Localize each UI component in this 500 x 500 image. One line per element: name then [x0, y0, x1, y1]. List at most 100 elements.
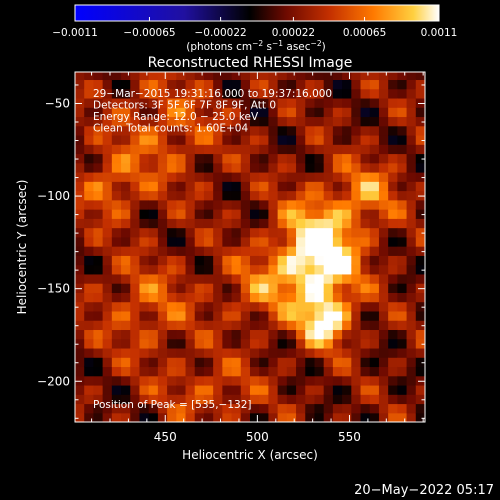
heatmap-cell: [139, 134, 150, 145]
heatmap-cell: [157, 125, 168, 136]
heatmap-cell: [323, 190, 334, 201]
heatmap-cell: [369, 283, 380, 293]
heatmap-cell: [231, 357, 242, 368]
heatmap-cell: [93, 153, 104, 164]
heatmap-cell: [415, 301, 425, 312]
heatmap-cell: [342, 384, 352, 395]
x-tick-label: 550: [338, 430, 361, 444]
heatmap-cell: [406, 181, 417, 192]
heatmap-cell: [75, 320, 85, 331]
heatmap-cell: [369, 218, 380, 229]
heatmap-cell: [259, 338, 270, 349]
heatmap-cell: [176, 394, 187, 405]
heatmap-cell: [369, 72, 380, 81]
heatmap-cell: [121, 394, 131, 405]
heatmap-cell: [148, 255, 159, 266]
heatmap-cell: [84, 375, 95, 386]
heatmap-cell: [323, 384, 334, 395]
heatmap-cell: [360, 347, 371, 358]
heatmap-cell: [93, 190, 104, 201]
heatmap-cell: [277, 375, 288, 386]
heatmap-cell: [314, 107, 325, 118]
heatmap-cell: [121, 88, 131, 99]
heatmap-cell: [121, 375, 131, 386]
heatmap-cell: [176, 384, 187, 395]
heatmap-cell: [332, 301, 343, 312]
x-tick-label: 500: [246, 430, 269, 444]
heatmap-cell: [351, 292, 362, 303]
heatmap-cell: [378, 301, 389, 312]
heatmap-cell: [369, 394, 380, 405]
heatmap-cell: [84, 283, 95, 293]
heatmap-cell: [213, 79, 223, 90]
heatmap-cell: [277, 301, 288, 312]
heatmap-cell: [332, 320, 343, 331]
heatmap-cell: [222, 209, 233, 219]
heatmap-cell: [286, 181, 297, 192]
heatmap-cell: [231, 329, 242, 340]
heatmap-cell: [213, 97, 223, 108]
heatmap-cell: [314, 255, 325, 266]
heatmap-cell: [360, 246, 371, 256]
heatmap-cell: [231, 273, 242, 284]
heatmap-cell: [148, 218, 159, 229]
heatmap-cell: [360, 301, 371, 312]
heatmap-cell: [296, 236, 306, 247]
heatmap-cell: [194, 403, 205, 414]
heatmap-cell: [323, 264, 334, 275]
heatmap-cell: [305, 301, 316, 312]
heatmap-cell: [277, 338, 288, 349]
heatmap-cell: [75, 264, 85, 275]
heatmap-cell: [286, 357, 297, 368]
heatmap-cell: [75, 273, 85, 284]
heatmap-cell: [213, 310, 223, 321]
heatmap-cell: [314, 246, 325, 256]
heatmap-cell: [378, 255, 389, 266]
heatmap-cell: [296, 125, 306, 136]
heatmap-cell: [314, 153, 325, 164]
heatmap-cell: [360, 153, 371, 164]
heatmap-cell: [351, 357, 362, 368]
heatmap-cell: [130, 116, 141, 127]
heatmap-cell: [415, 227, 425, 238]
heatmap-cell: [139, 283, 150, 293]
heatmap-cell: [148, 72, 159, 81]
heatmap-cell: [111, 412, 122, 422]
heatmap-cell: [84, 320, 95, 331]
annotations: 29−Mar−2015 19:31:16.000 to 19:37:16.000…: [93, 88, 332, 135]
heatmap-cell: [268, 72, 279, 81]
heatmap-cell: [406, 273, 417, 284]
heatmap-cell: [157, 310, 168, 321]
heatmap-cell: [360, 255, 371, 266]
heatmap-cell: [157, 209, 168, 219]
heatmap-cell: [84, 107, 95, 118]
heatmap-cell: [369, 403, 380, 414]
heatmap-cell: [314, 412, 325, 422]
heatmap-cell: [240, 107, 251, 118]
heatmap-cell: [351, 88, 362, 99]
heatmap-cell: [388, 97, 398, 108]
heatmap-cell: [222, 403, 233, 414]
heatmap-cell: [388, 199, 398, 210]
heatmap-cell: [369, 144, 380, 155]
heatmap-cell: [93, 310, 104, 321]
heatmap-cell: [250, 384, 260, 395]
heatmap-cell: [406, 97, 417, 108]
heatmap-cell: [213, 292, 223, 303]
heatmap-cell: [240, 218, 251, 229]
heatmap-cell: [415, 125, 425, 136]
heatmap-cell: [176, 144, 187, 155]
heatmap-cell: [360, 190, 371, 201]
heatmap-cell: [148, 227, 159, 238]
heatmap-cell: [323, 162, 334, 173]
heatmap-cell: [176, 153, 187, 164]
heatmap-cell: [332, 97, 343, 108]
heatmap-cell: [139, 162, 150, 173]
heatmap-cell: [222, 394, 233, 405]
heatmap-cell: [102, 181, 113, 192]
heatmap-cell: [139, 144, 150, 155]
heatmap-cell: [222, 292, 233, 303]
heatmap-cell: [342, 403, 352, 414]
heatmap-cell: [148, 347, 159, 358]
heatmap-cell: [388, 412, 398, 422]
